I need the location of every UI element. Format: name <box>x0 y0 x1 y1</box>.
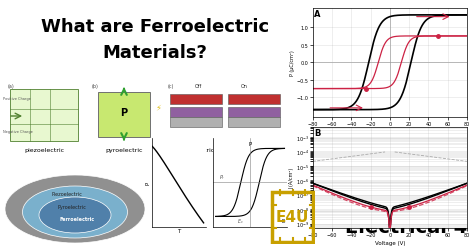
Bar <box>10 90 78 141</box>
Text: $E_c$: $E_c$ <box>237 216 244 225</box>
Bar <box>228 94 280 105</box>
Text: Materials?: Materials? <box>102 44 208 62</box>
Text: Off: Off <box>195 84 202 89</box>
Ellipse shape <box>39 197 111 233</box>
X-axis label: T: T <box>177 228 181 233</box>
Text: Pyroelectric: Pyroelectric <box>58 205 87 210</box>
Text: On: On <box>241 84 248 89</box>
Text: ferroelectric: ferroelectric <box>177 147 215 152</box>
Bar <box>228 108 280 117</box>
Text: Ferroelectric: Ferroelectric <box>60 217 95 222</box>
Text: Negative Charge: Negative Charge <box>3 130 33 134</box>
Text: A: A <box>314 10 321 19</box>
Text: (b): (b) <box>92 84 99 89</box>
Text: P: P <box>248 141 252 146</box>
Text: E4U: E4U <box>276 209 310 224</box>
Text: E: E <box>281 218 284 223</box>
Text: $P_r$: $P_r$ <box>219 172 226 181</box>
Text: Electrical 4 U: Electrical 4 U <box>345 218 474 237</box>
Text: B: B <box>314 128 321 137</box>
Bar <box>170 108 222 117</box>
Bar <box>170 117 222 128</box>
Text: (a): (a) <box>8 84 15 89</box>
Text: (c): (c) <box>168 84 174 89</box>
Text: piezoelectric: piezoelectric <box>24 147 64 152</box>
Y-axis label: J (A/cm²): J (A/cm²) <box>289 167 294 188</box>
Y-axis label: P (μC/cm²): P (μC/cm²) <box>291 50 295 76</box>
Ellipse shape <box>5 175 145 243</box>
X-axis label: Voltage (V): Voltage (V) <box>374 240 405 245</box>
Text: P: P <box>120 108 128 117</box>
Text: ⚡: ⚡ <box>155 103 161 112</box>
Ellipse shape <box>22 186 128 238</box>
Text: Positive Charge: Positive Charge <box>3 97 31 101</box>
Bar <box>170 94 222 105</box>
Y-axis label: P: P <box>146 181 150 184</box>
Bar <box>98 93 150 137</box>
Text: pyroelectric: pyroelectric <box>105 147 143 152</box>
Text: What are Ferroelectric: What are Ferroelectric <box>41 18 269 36</box>
Text: Piezoelectric: Piezoelectric <box>52 192 83 197</box>
Bar <box>228 117 280 128</box>
